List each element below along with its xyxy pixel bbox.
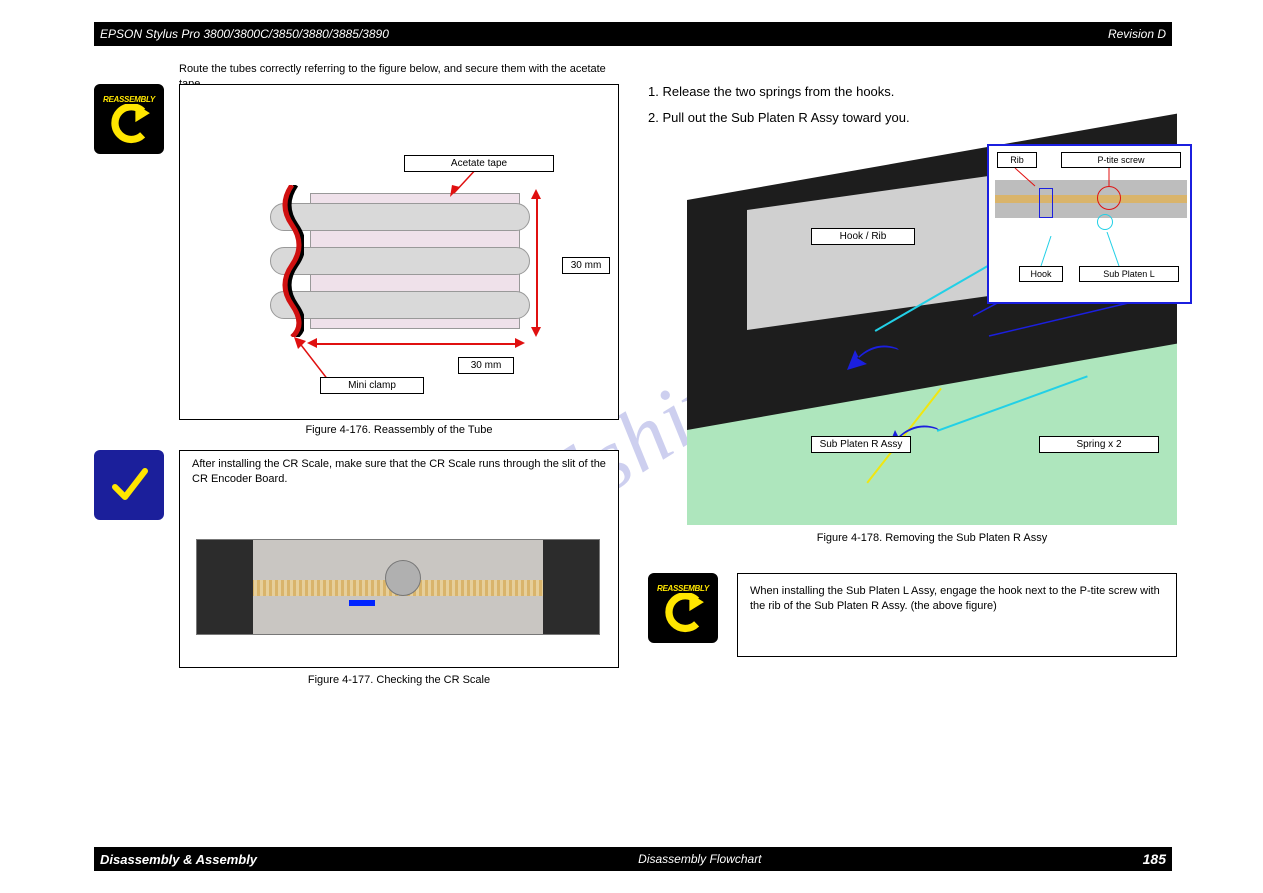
checkpoint-icon bbox=[94, 450, 164, 520]
reassembly-icon-label: REASSEMBLY bbox=[103, 95, 155, 104]
inset-hook-circle bbox=[1097, 214, 1113, 230]
tube bbox=[270, 247, 530, 275]
callout-line bbox=[937, 375, 1088, 431]
rib-label: Hook / Rib bbox=[811, 228, 915, 245]
miniclamp-label: Mini clamp bbox=[320, 377, 424, 394]
footer-bar: Disassembly & Assembly Disassembly Flowc… bbox=[94, 847, 1172, 871]
dim-w-label: 30 mm bbox=[458, 357, 514, 374]
cr-scale-photo bbox=[196, 539, 600, 635]
cr-scale-marker bbox=[349, 600, 375, 606]
tube bbox=[270, 291, 530, 319]
dim-line-h bbox=[312, 343, 520, 345]
inset-subplaten-label: Sub Platen L bbox=[1079, 266, 1179, 282]
header-revision: Revision D bbox=[1108, 27, 1166, 41]
curved-arrow-icon bbox=[106, 104, 152, 144]
step-2: 2. Pull out the Sub Platen R Assy toward… bbox=[648, 108, 910, 128]
mini-clamp-shape bbox=[282, 185, 304, 337]
dim-h-label: 30 mm bbox=[562, 257, 610, 274]
step-1: 1. Release the two springs from the hook… bbox=[648, 82, 894, 102]
inset-detail: Rib P-tite screw Hook Sub Platen L bbox=[987, 144, 1192, 304]
reassembly-icon: REASSEMBLY bbox=[648, 573, 718, 643]
curved-arrow-icon bbox=[660, 593, 706, 633]
reassembly-icon: REASSEMBLY bbox=[94, 84, 164, 154]
header-product: EPSON Stylus Pro 3800/3800C/3850/3880/38… bbox=[100, 27, 389, 41]
acetate-label: Acetate tape bbox=[404, 155, 554, 172]
fig3-caption: Figure 4-178. Removing the Sub Platen R … bbox=[687, 532, 1177, 544]
subplaten-label: Sub Platen R Assy bbox=[811, 436, 911, 453]
diagram-tube-routing: Acetate tape 30 mm 30 mm Mini clamp bbox=[179, 84, 619, 420]
fig1-caption: Figure 4-176. Reassembly of the Tube bbox=[179, 424, 619, 436]
inset-screw-circle bbox=[1097, 186, 1121, 210]
tube bbox=[270, 203, 530, 231]
springs-label: Spring x 2 bbox=[1039, 436, 1159, 453]
footer-page: 185 bbox=[1143, 851, 1166, 867]
footer-section: Disassembly Flowchart bbox=[638, 852, 761, 866]
footer-chapter: Disassembly & Assembly bbox=[100, 852, 257, 867]
inset-hook-label: Hook bbox=[1019, 266, 1063, 282]
header-bar: EPSON Stylus Pro 3800/3800C/3850/3880/38… bbox=[94, 22, 1172, 46]
reassembly-icon-label: REASSEMBLY bbox=[657, 584, 709, 593]
photo-cr-scale: After installing the CR Scale, make sure… bbox=[179, 450, 619, 668]
direction-arrow-icon bbox=[847, 340, 907, 380]
photo-subplaten: Hook / Rib Sub Platen R Assy Spring x 2 … bbox=[687, 200, 1177, 525]
dim-line-v bbox=[536, 195, 538, 331]
checkmark-icon bbox=[109, 465, 149, 505]
fig2-caption: Figure 4-177. Checking the CR Scale bbox=[179, 674, 619, 686]
inset-screw-label: P-tite screw bbox=[1061, 152, 1181, 168]
leader-acetate bbox=[448, 167, 488, 201]
inset-hook-rect bbox=[1039, 188, 1053, 218]
check-note-text: After installing the CR Scale, make sure… bbox=[192, 457, 608, 487]
inset-rib-label: Rib bbox=[997, 152, 1037, 168]
reassembly-note-right: When installing the Sub Platen L Assy, e… bbox=[737, 573, 1177, 657]
